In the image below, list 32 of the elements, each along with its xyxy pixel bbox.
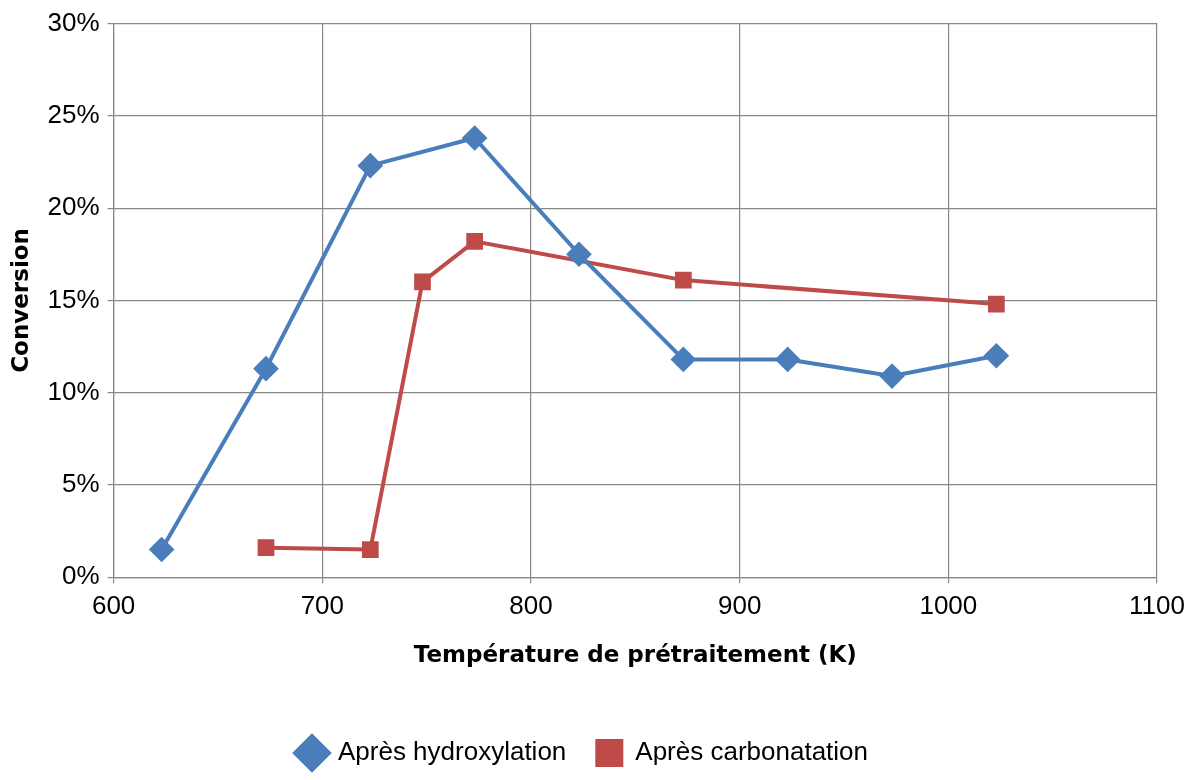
legend-label: Après hydroxylation [337,736,567,767]
point [674,271,692,289]
y-axis-title: Conversion [6,228,33,373]
point [253,356,278,381]
point [466,232,484,250]
point [671,347,696,372]
x-tick-label: 800 [509,589,553,620]
x-tick-label: 700 [300,589,345,620]
point [567,242,591,267]
y-tick-label: 20% [47,191,100,222]
point [775,347,800,372]
x-tick-label: 1000 [919,589,978,620]
point [988,295,1005,313]
point [358,153,383,178]
point [984,343,1009,368]
point [149,537,174,562]
point [414,273,431,291]
x-tick-label: 900 [717,589,762,620]
point [880,364,905,389]
point [257,539,275,557]
point [361,541,379,558]
x-tick-label: 1100 [1129,589,1186,620]
y-tick-label: 0% [62,560,100,591]
y-tick-label: 25% [47,99,100,130]
y-tick-label: 30% [47,6,100,37]
point [462,126,487,151]
y-tick-label: 15% [47,283,100,314]
y-tick-label: 5% [62,468,100,499]
legend-label: Après carbonatation [635,736,869,767]
x-axis-title: Température de prétraitement (K) [413,641,857,668]
y-tick-label: 10% [47,375,100,406]
x-tick-label: 600 [91,589,136,620]
